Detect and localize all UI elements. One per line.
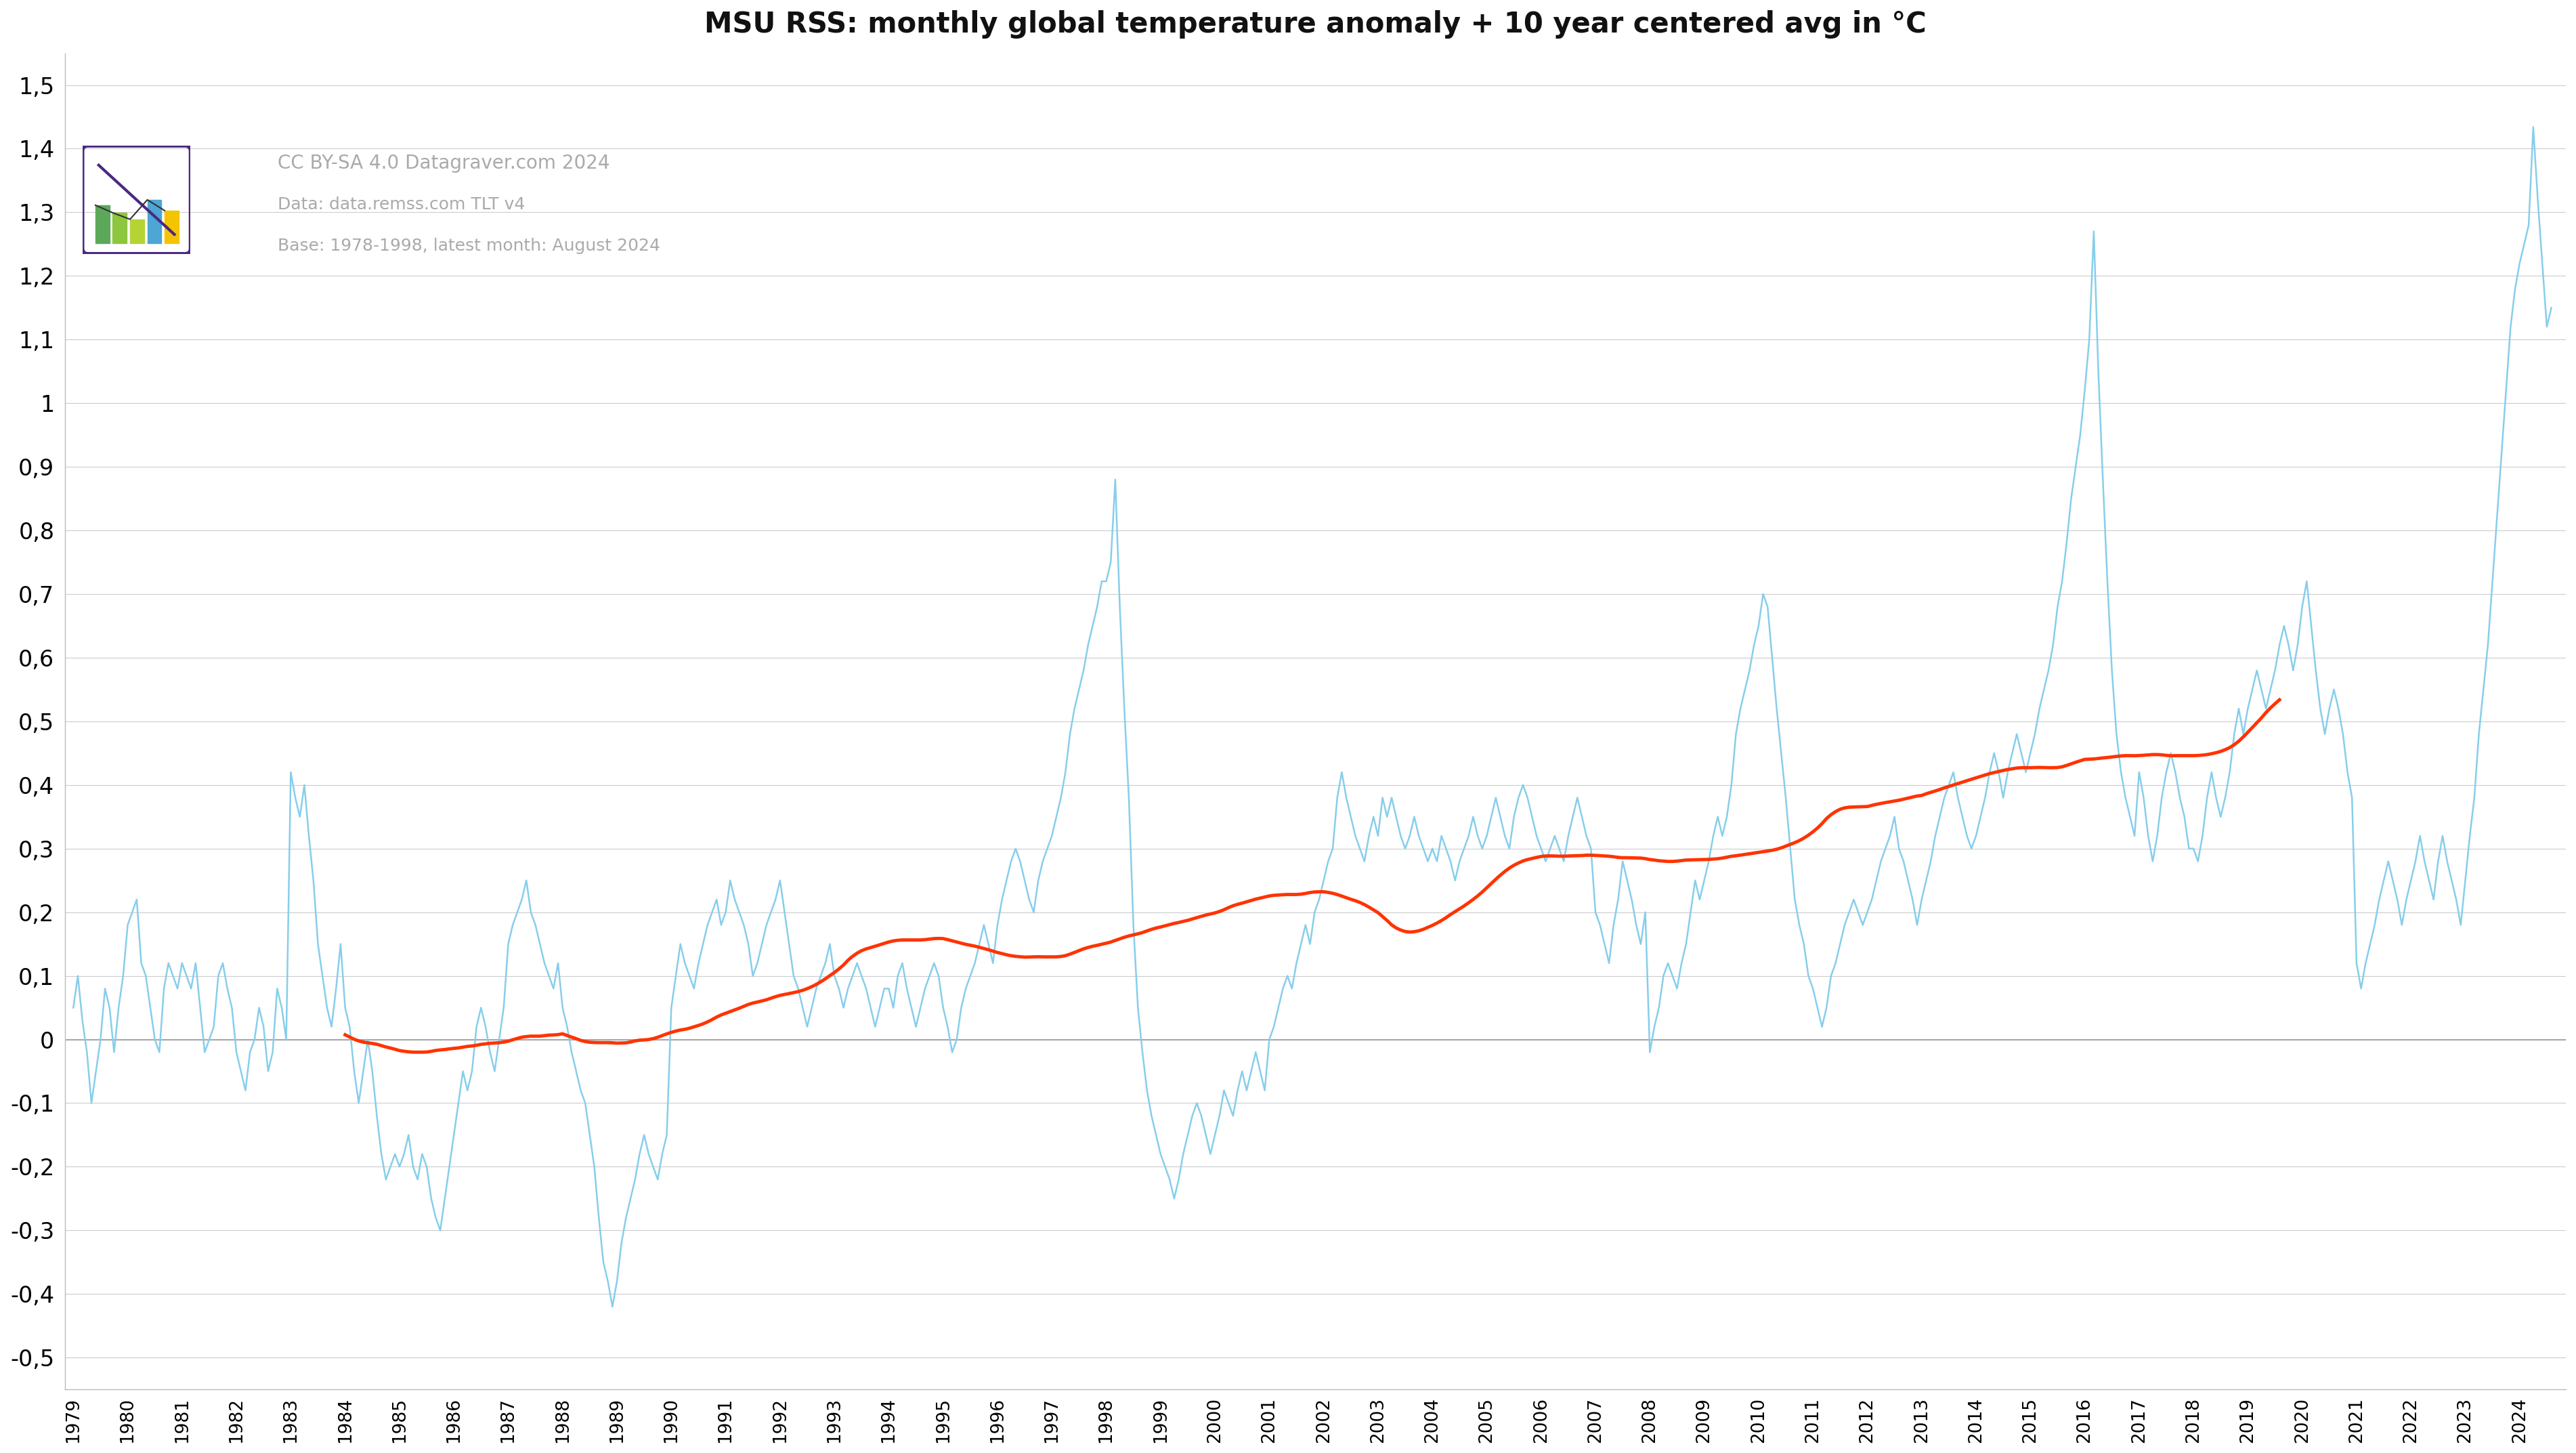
Bar	[113, 212, 126, 243]
Title: MSU RSS: monthly global temperature anomaly + 10 year centered avg in °C: MSU RSS: monthly global temperature anom…	[703, 10, 1927, 39]
Text: Base: 1978-1998, latest month: August 2024: Base: 1978-1998, latest month: August 20…	[278, 238, 659, 254]
Text: Data: data.remss.com TLT v4: Data: data.remss.com TLT v4	[278, 196, 526, 212]
Bar	[165, 211, 178, 243]
Bar	[95, 205, 108, 243]
Bar	[129, 219, 144, 243]
Bar	[147, 199, 162, 243]
Text: CC BY-SA 4.0 Datagraver.com 2024: CC BY-SA 4.0 Datagraver.com 2024	[278, 154, 611, 173]
